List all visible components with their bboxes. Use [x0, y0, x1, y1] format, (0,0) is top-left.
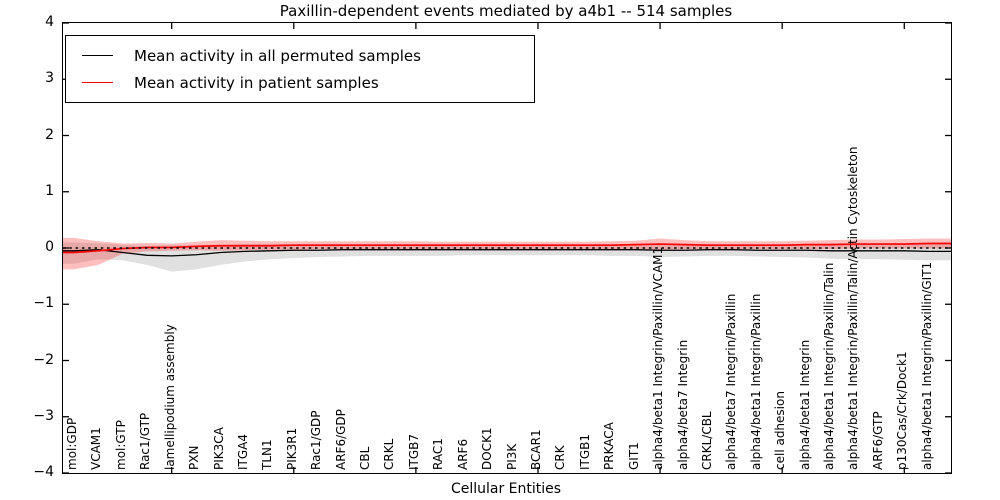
x-category-label: alpha4/beta1 Integrin/Paxillin/GIT1	[919, 261, 934, 470]
x-category-label: CRK	[553, 445, 568, 470]
x-category-label: alpha4/beta1 Integrin/Paxillin/Talin/Act…	[846, 146, 861, 470]
x-category-label: alpha4/beta1 Integrin/Paxillin	[748, 293, 763, 470]
plot-area: Mean activity in all permuted samples Me…	[62, 22, 952, 474]
y-tick-label: −4	[33, 464, 54, 480]
x-category-label: BCAR1	[528, 429, 543, 470]
x-axis-label: Cellular Entities	[450, 481, 562, 497]
x-category-label: lamellipodium assembly	[162, 324, 177, 470]
x-category-label: RAC1	[431, 438, 446, 470]
x-category-label: ARF6	[455, 438, 470, 470]
x-category-label: PIK3R1	[284, 427, 299, 470]
x-category-label: alpha4/beta7 Integrin/Paxillin	[724, 293, 739, 470]
x-category-label: Rac1/GTP	[138, 412, 153, 470]
x-category-label: PXN	[187, 445, 202, 470]
y-tick-label: 3	[45, 70, 54, 87]
y-tick-label: 2	[45, 126, 54, 143]
x-category-label: alpha4/beta7 Integrin	[675, 339, 690, 470]
x-category-label: Rac1/GDP	[309, 410, 324, 470]
x-category-label: ITGB7	[406, 433, 421, 470]
y-tick-label: −3	[33, 407, 54, 424]
x-category-label: DOCK1	[480, 427, 495, 470]
permuted-mean-line	[63, 249, 951, 257]
legend: Mean activity in all permuted samples Me…	[65, 35, 535, 103]
y-tick-label: −2	[33, 351, 54, 368]
x-category-label: mol:GTP	[113, 420, 128, 470]
legend-line-sample-patient	[82, 82, 113, 83]
x-category-label: PRKACA	[602, 422, 617, 470]
x-category-label: VCAM1	[89, 427, 104, 470]
y-tick-label: 1	[45, 182, 54, 199]
x-category-label: CRKL/CBL	[699, 411, 714, 470]
x-category-label: ITGB1	[577, 433, 592, 470]
x-category-label: alpha4/beta1 Integrin/Paxillin/Talin	[822, 262, 837, 470]
y-tick-label: 0	[45, 239, 54, 255]
x-category-label: p130Cas/Crk/Dock1	[895, 351, 910, 470]
legend-item-permuted: Mean activity in all permuted samples	[74, 42, 526, 69]
x-category-label: ARF6/GTP	[870, 411, 885, 470]
legend-label-permuted: Mean activity in all permuted samples	[134, 46, 421, 65]
legend-label-patient: Mean activity in patient samples	[134, 73, 379, 92]
y-tick-label: −1	[33, 295, 54, 312]
x-category-label: mol:GDP	[65, 417, 79, 470]
legend-item-patient: Mean activity in patient samples	[74, 69, 526, 96]
legend-line-sample-permuted	[82, 55, 113, 56]
chart-title: Paxillin-dependent events mediated by a4…	[279, 2, 733, 20]
x-category-label: GIT1	[626, 442, 641, 470]
y-tick-label: 4	[45, 14, 54, 30]
patient-mean-line	[63, 242, 951, 254]
x-category-label: cell adhesion	[773, 391, 788, 470]
x-category-label: CBL	[358, 446, 373, 470]
x-category-label: CRKL	[382, 438, 397, 470]
x-category-label: TLN1	[260, 439, 275, 470]
x-category-label: PI3K	[504, 443, 519, 470]
x-category-label: alpha4/beta1 Integrin/Paxillin/VCAM1	[651, 246, 666, 470]
x-category-label: PIK3CA	[211, 427, 226, 470]
x-category-label: alpha4/beta1 Integrin	[797, 339, 812, 470]
x-category-label: ITGA4	[235, 433, 250, 470]
x-category-label: ARF6/GDP	[333, 409, 348, 470]
